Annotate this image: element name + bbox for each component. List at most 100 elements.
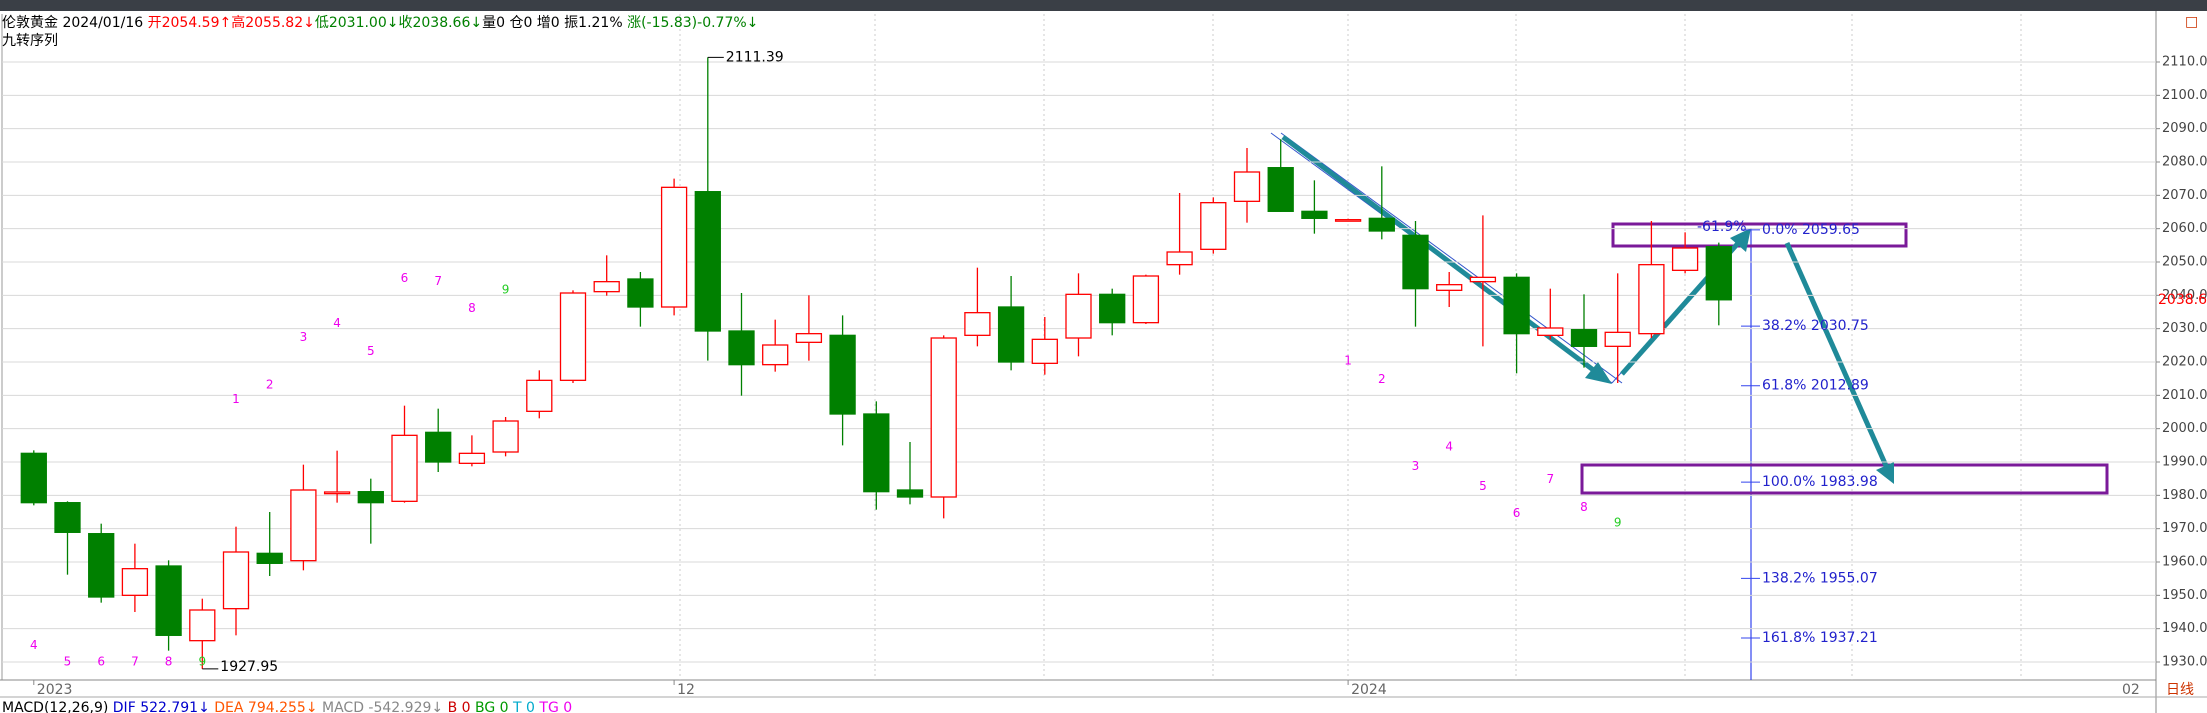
indicator-item: BG 0 <box>475 700 509 713</box>
candle-body <box>1705 246 1732 301</box>
candle-body <box>1402 234 1429 290</box>
arrow-heads <box>1585 228 1894 484</box>
candle-body <box>1334 219 1362 222</box>
candle-body <box>20 452 47 504</box>
candle-body <box>391 434 418 502</box>
candle-body <box>1436 284 1463 291</box>
candle-body <box>660 186 688 308</box>
last-price: 2038.66 <box>2158 292 2207 308</box>
header-item: 量0 仓0 增0 振1.21% <box>482 15 627 31</box>
candle-body <box>1671 247 1699 271</box>
candle-body <box>593 281 620 293</box>
candle-body <box>1469 276 1497 283</box>
candle-body <box>1301 210 1328 219</box>
td-count: 8 <box>468 301 476 315</box>
candle-body <box>1166 251 1193 266</box>
y-tick-label: 1930.00 <box>2162 655 2207 670</box>
low-label: 1927.95 <box>220 659 278 675</box>
y-tick-label: 2030.00 <box>2162 321 2207 336</box>
header-item: 低2031.00↓收2038.66↓ <box>315 15 482 31</box>
y-tick-label: 2080.00 <box>2162 155 2207 170</box>
td-count: 8 <box>1580 500 1588 514</box>
td-count: 1 <box>232 392 240 406</box>
td-count: 6 <box>401 271 409 285</box>
x-tick-label: 12 <box>677 682 695 698</box>
subtitle: 九转序列 <box>2 33 58 49</box>
td-count: 7 <box>1546 472 1554 486</box>
corner-glyph: □ <box>2185 14 2198 30</box>
candle-body <box>795 333 823 343</box>
y-tick-label: 1990.00 <box>2162 455 2207 470</box>
td-count: 2 <box>1378 372 1386 386</box>
fib-label: 138.2% 1955.07 <box>1762 570 1878 586</box>
td-count: 8 <box>165 655 173 669</box>
y-tick-label: 2090.00 <box>2162 121 2207 136</box>
candle-body <box>121 568 149 596</box>
fib-label: -61.9% <box>1697 219 1747 235</box>
candle-body <box>1233 171 1261 202</box>
td-count: 1 <box>1344 354 1352 368</box>
indicator-item: T 0 <box>512 700 535 713</box>
candle-body <box>458 452 486 464</box>
indicator-item: MACD -542.929↓ <box>322 700 443 713</box>
y-tick-label: 1960.00 <box>2162 555 2207 570</box>
td-count: 3 <box>300 330 308 344</box>
fib-label: 100.0% 1983.98 <box>1762 474 1878 490</box>
td-count: 4 <box>333 316 341 330</box>
y-tick-label: 2010.00 <box>2162 388 2207 403</box>
period-label: 日线 <box>2166 682 2194 698</box>
header-item: 开2054.59↑高2055.82↓ <box>148 14 315 31</box>
td-count: 5 <box>64 655 72 669</box>
fib-label: 38.2% 2030.75 <box>1762 318 1869 334</box>
td-count: 5 <box>1479 479 1487 493</box>
indicator-item: MACD(12,26,9) <box>2 700 108 713</box>
td-count: 5 <box>367 344 375 358</box>
candle-body <box>728 330 755 366</box>
candle-body <box>1537 327 1564 336</box>
y-tick-label: 2060.00 <box>2162 221 2207 236</box>
top-bar <box>0 0 2207 11</box>
candle-body <box>492 420 519 453</box>
y-tick-label: 2020.00 <box>2162 355 2207 370</box>
candle-body <box>1200 202 1227 250</box>
y-tick-label: 1940.00 <box>2162 621 2207 636</box>
candle-body <box>256 552 283 564</box>
fib-label: 61.8% 2012.89 <box>1762 378 1869 394</box>
y-tick-label: 1980.00 <box>2162 488 2207 503</box>
zone-box <box>1611 222 1908 248</box>
td-count: 2 <box>266 378 274 392</box>
zone-box <box>1580 463 2109 495</box>
td-count: 9 <box>198 655 206 669</box>
candle-body <box>896 489 924 498</box>
indicator-item: TG 0 <box>538 700 572 713</box>
y-tick-label: 2070.00 <box>2162 188 2207 203</box>
td-count: 7 <box>131 655 139 669</box>
candle-body <box>54 502 81 533</box>
y-tick-label: 1950.00 <box>2162 588 2207 603</box>
td-count: 3 <box>1412 459 1420 473</box>
td-count: 6 <box>97 655 105 669</box>
y-tick-label: 2110.00 <box>2162 55 2207 70</box>
y-tick-label: 2100.00 <box>2162 88 2207 103</box>
x-tick-label: 2024 <box>1351 682 1387 698</box>
td-count: 9 <box>502 283 510 297</box>
fib-label: 0.0% 2059.65 <box>1762 222 1860 238</box>
candle-body <box>155 565 182 636</box>
td-count: 6 <box>1513 506 1521 520</box>
candle-body <box>762 344 789 366</box>
candle-body <box>863 413 890 493</box>
y-tick-label: 2040.00 <box>2162 288 2207 303</box>
header-item: 涨(-15.83)-0.77%↓ <box>627 15 758 31</box>
candle-body <box>964 312 991 336</box>
y-tick-label: 1970.00 <box>2162 521 2207 536</box>
candle-body <box>559 292 587 381</box>
fib-label: 161.8% 1937.21 <box>1762 630 1878 646</box>
candle-body <box>222 551 250 610</box>
candle-body <box>1503 276 1530 335</box>
candle-body <box>930 337 957 498</box>
header: 伦敦黄金 2024/01/16 开2054.59↑高2055.82↓低2031.… <box>2 14 758 31</box>
candle-body <box>189 609 216 642</box>
candle-body <box>997 306 1025 363</box>
candle-body <box>1031 338 1058 364</box>
candle-body <box>88 533 115 598</box>
